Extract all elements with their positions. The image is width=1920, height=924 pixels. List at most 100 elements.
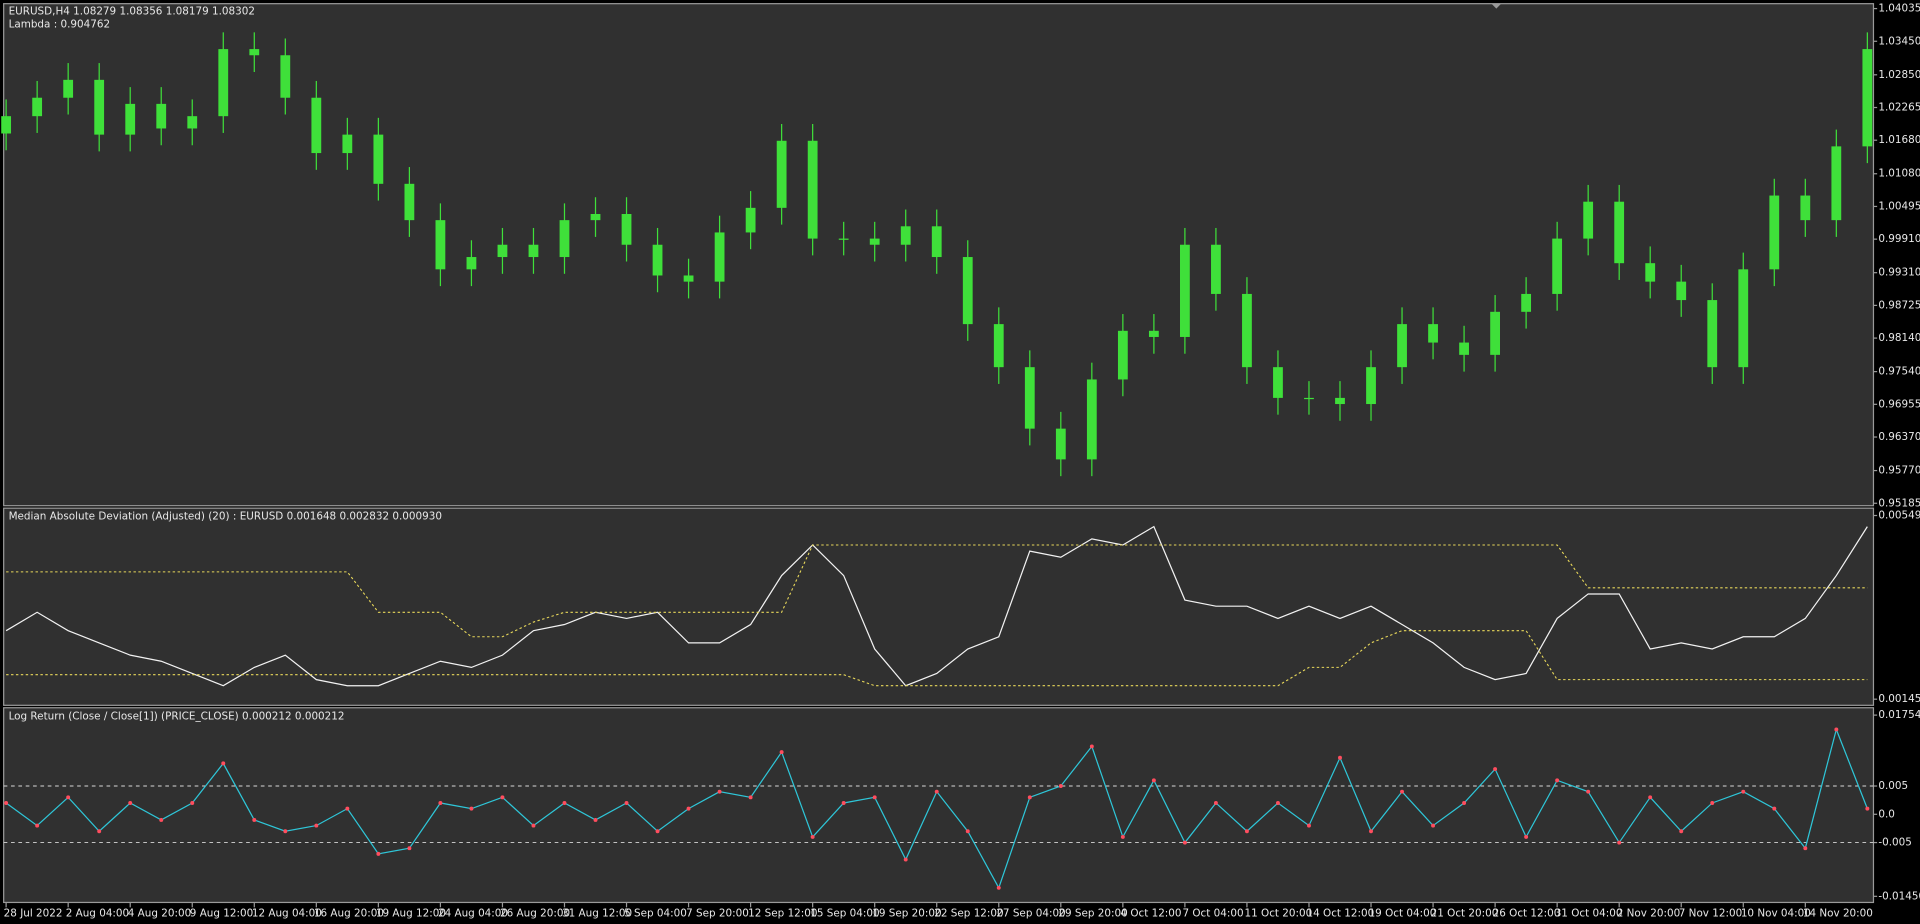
x-tick-label: 19 Aug 12:00 xyxy=(376,907,446,919)
series-point xyxy=(903,857,908,862)
x-tick-label: 28 Jul 2022 xyxy=(4,907,63,919)
series-point xyxy=(1586,789,1591,794)
candle-body xyxy=(683,275,694,282)
y-tick-label: 0.95185 xyxy=(1878,497,1920,509)
candle-body xyxy=(280,55,291,98)
series-point xyxy=(1369,829,1373,834)
series-point xyxy=(159,817,164,822)
y-tick-label: 1.02265 xyxy=(1878,102,1920,114)
x-tick-label: 24 Aug 04:00 xyxy=(438,907,508,919)
series-point xyxy=(686,806,691,811)
candle-body xyxy=(1273,367,1283,398)
y-tick-label: 0.005494 xyxy=(1878,510,1920,522)
y-tick-label: 0.95770 xyxy=(1878,465,1920,477)
y-tick-label: 1.01680 xyxy=(1878,134,1920,146)
candle-body xyxy=(156,103,167,129)
candle-body xyxy=(404,183,415,221)
series-point xyxy=(66,795,71,800)
candle-body xyxy=(125,103,136,135)
series-point xyxy=(1151,778,1156,783)
series-point xyxy=(1834,727,1839,732)
series-point xyxy=(1493,767,1498,772)
y-tick-label: 0.001457 xyxy=(1878,693,1920,705)
candle-body xyxy=(900,226,911,245)
candle-body xyxy=(652,244,663,276)
x-tick-label: 22 Sep 12:00 xyxy=(934,907,1003,919)
series-point xyxy=(779,750,784,755)
candle-body xyxy=(1676,281,1687,301)
candle-body xyxy=(714,232,725,282)
series-point xyxy=(965,829,970,834)
x-tick-label: 16 Aug 20:00 xyxy=(314,907,384,919)
series-point xyxy=(593,817,598,822)
y-tick-label: 0.97540 xyxy=(1878,366,1920,378)
series-point xyxy=(624,801,629,805)
candle-body xyxy=(1831,146,1842,221)
candle-body xyxy=(1769,195,1780,270)
candle-body xyxy=(1211,244,1221,294)
series-point xyxy=(1089,744,1094,749)
x-tick-label: 21 Oct 20:00 xyxy=(1431,907,1499,919)
series-point xyxy=(1679,829,1684,834)
x-tick-label: 10 Nov 04:00 xyxy=(1741,907,1811,919)
candle-body xyxy=(807,140,818,239)
series-point xyxy=(1741,789,1746,794)
x-tick-label: 5 Sep 04:00 xyxy=(624,907,687,919)
series-point xyxy=(1555,778,1560,783)
y-tick-label: 0.99910 xyxy=(1878,233,1920,245)
candle-body xyxy=(1521,293,1532,312)
x-tick-label: 7 Oct 04:00 xyxy=(1182,907,1243,919)
candle-body xyxy=(249,49,260,56)
candle-body xyxy=(1490,311,1500,355)
candle-body xyxy=(1428,324,1438,343)
y-tick-label: 1.02850 xyxy=(1878,69,1920,81)
y-tick-label: 0.98725 xyxy=(1878,299,1920,311)
series-point xyxy=(500,795,505,800)
pane-title: Median Absolute Deviation (Adjusted) (20… xyxy=(9,511,442,523)
candle-body xyxy=(466,257,477,270)
candle-body xyxy=(528,244,539,258)
series-point xyxy=(97,829,102,834)
series-point xyxy=(1338,755,1342,760)
series-point xyxy=(748,795,753,800)
y-tick-label: 1.00495 xyxy=(1878,200,1920,212)
series-point xyxy=(314,823,319,828)
series-point xyxy=(1462,801,1467,805)
candle-body xyxy=(1645,263,1656,282)
logreturn-pane xyxy=(3,707,1875,904)
band-line xyxy=(6,630,1868,687)
series-point xyxy=(1617,840,1622,845)
x-tick-label: 12 Sep 12:00 xyxy=(748,907,817,919)
candle-body xyxy=(776,140,787,208)
series-point xyxy=(655,829,660,834)
x-tick-label: 29 Sep 20:00 xyxy=(1058,907,1127,919)
candle-body xyxy=(497,244,508,258)
x-tick-label: 7 Sep 20:00 xyxy=(686,907,749,919)
y-tick-label: 0.01754 xyxy=(1878,709,1920,721)
candle-body xyxy=(621,213,632,245)
candle-body xyxy=(1,116,12,134)
y-tick-label: 0.98140 xyxy=(1878,332,1920,344)
y-tick-label: 1.03450 xyxy=(1878,35,1920,47)
candle-body xyxy=(32,97,43,117)
candle-body xyxy=(1862,49,1873,147)
candle-body xyxy=(1055,428,1066,460)
candle-body xyxy=(1335,397,1345,405)
candle-body xyxy=(745,207,756,233)
x-tick-label: 2 Aug 04:00 xyxy=(66,907,129,919)
y-tick-label: -0.014507 xyxy=(1878,890,1920,902)
candle-body xyxy=(1583,201,1594,239)
candle-body xyxy=(1738,269,1749,368)
shift-marker xyxy=(1491,3,1502,9)
x-tick-label: 19 Sep 20:00 xyxy=(872,907,941,919)
candle-body xyxy=(1459,342,1469,355)
candle-body xyxy=(187,116,198,129)
y-tick-label: 1.04035 xyxy=(1878,3,1920,15)
candle-body xyxy=(63,79,74,98)
pane-title: Log Return (Close / Close[1]) (PRICE_CLO… xyxy=(9,710,345,722)
series-point xyxy=(1213,801,1218,805)
mad-pane xyxy=(3,507,1875,706)
candle-body xyxy=(931,226,942,258)
series-point xyxy=(1648,795,1653,800)
series-point xyxy=(1276,801,1280,805)
